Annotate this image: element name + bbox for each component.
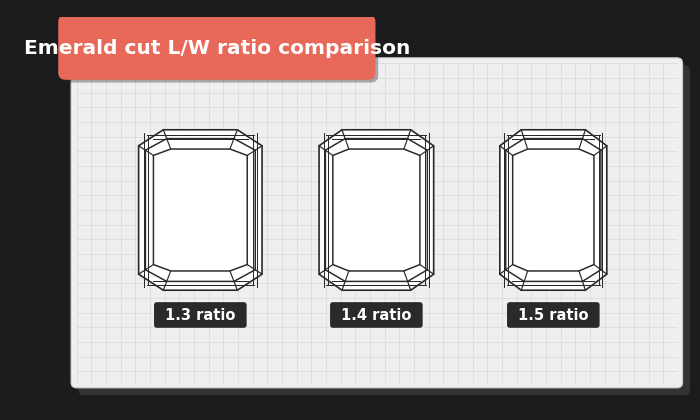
Polygon shape — [500, 130, 607, 290]
Polygon shape — [139, 130, 262, 290]
FancyBboxPatch shape — [330, 302, 423, 328]
FancyBboxPatch shape — [71, 58, 682, 388]
FancyBboxPatch shape — [58, 15, 375, 80]
Text: Emerald cut L/W ratio comparison: Emerald cut L/W ratio comparison — [24, 39, 410, 58]
Text: 1.5 ratio: 1.5 ratio — [518, 308, 589, 323]
FancyBboxPatch shape — [78, 65, 690, 395]
Text: 1.3 ratio: 1.3 ratio — [165, 308, 235, 323]
FancyBboxPatch shape — [61, 18, 378, 83]
Text: 1.4 ratio: 1.4 ratio — [341, 308, 412, 323]
FancyBboxPatch shape — [507, 302, 600, 328]
FancyBboxPatch shape — [154, 302, 246, 328]
Polygon shape — [319, 130, 434, 290]
